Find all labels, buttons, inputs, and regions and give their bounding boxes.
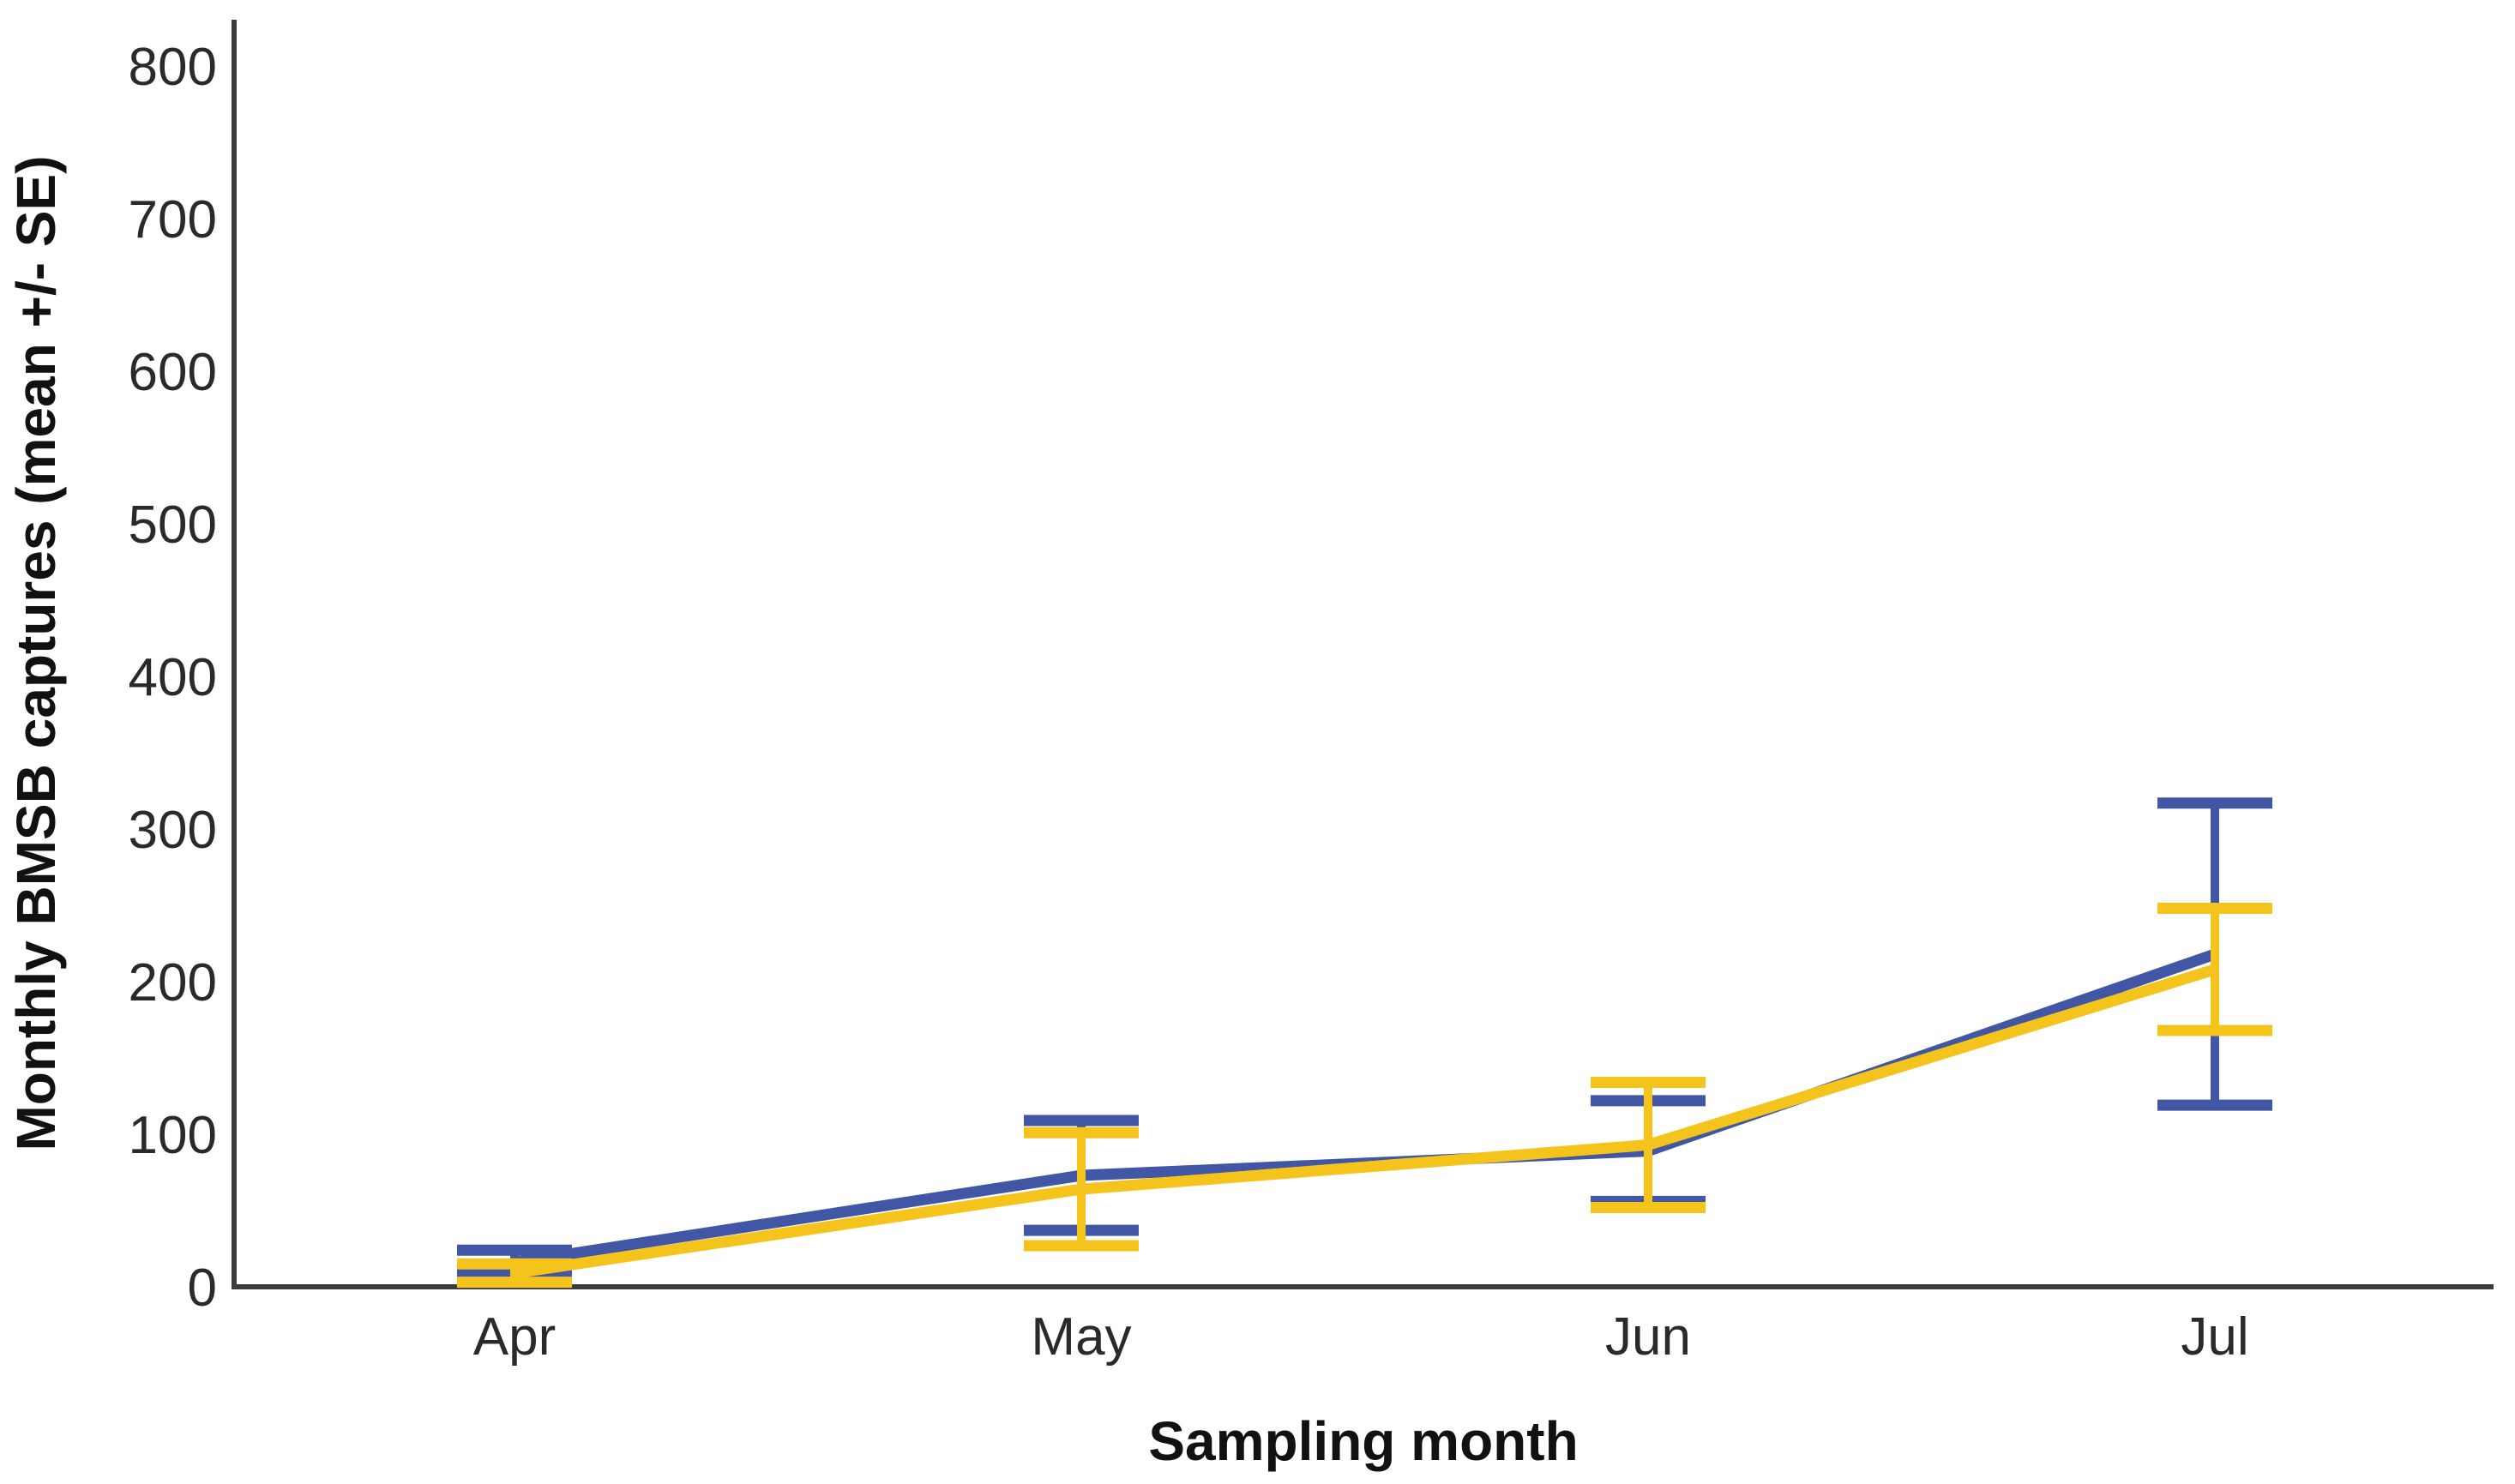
y-tick-label: 200 — [129, 953, 217, 1012]
series-layer — [457, 797, 2272, 1289]
yellow-line — [514, 964, 2217, 1279]
y-tick-label: 0 — [188, 1259, 217, 1318]
x-tick-label: Jun — [1605, 1307, 1691, 1367]
series-yellow — [457, 903, 2272, 1289]
y-tick-label: 400 — [129, 648, 217, 707]
y-tick-label: 800 — [129, 38, 217, 97]
y-tick-label: 100 — [129, 1106, 217, 1165]
y-tick-labels: 0 100 200 300 400 500 600 700 800 — [129, 38, 217, 1318]
y-tick-label: 500 — [129, 496, 217, 555]
y-tick-label: 700 — [129, 190, 217, 249]
x-axis-title: Sampling month — [1148, 1410, 1578, 1472]
x-tick-label: May — [1031, 1307, 1131, 1367]
blue-line — [514, 948, 2217, 1268]
y-tick-label: 600 — [129, 343, 217, 402]
x-tick-label: Apr — [473, 1307, 556, 1367]
y-axis-title: Monthly BMSB captures (mean +/- SE) — [5, 155, 67, 1151]
x-tick-labels: Apr May Jun Jul — [473, 1307, 2249, 1367]
y-tick-label: 300 — [129, 801, 217, 860]
x-tick-label: Jul — [2181, 1307, 2248, 1367]
